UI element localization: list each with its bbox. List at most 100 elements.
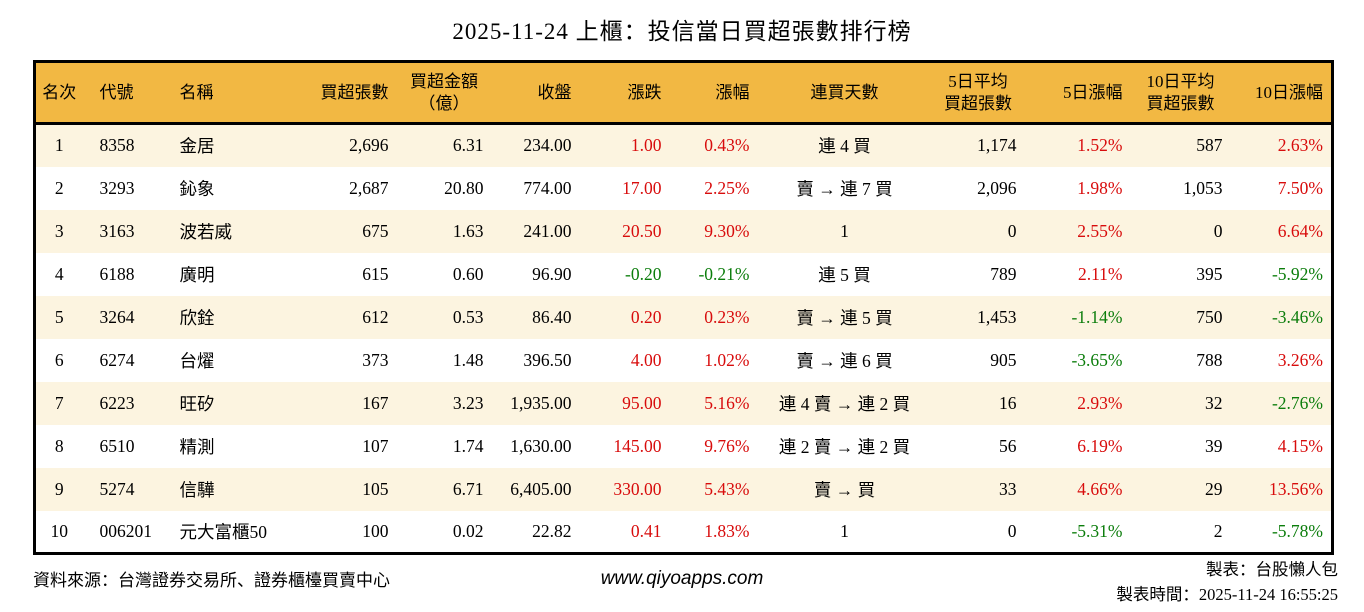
- cell-close: 234.00: [523, 135, 572, 156]
- cell-change-pct: 9.76%: [704, 435, 750, 456]
- cell-avg5: 2,096: [977, 177, 1017, 198]
- cell-pct5: 2.11%: [1077, 263, 1123, 284]
- cell-avg5: 16: [999, 392, 1017, 413]
- cell-streak: 連 2 賣 → 連 2 買: [778, 436, 911, 457]
- cell-avg5: 0: [1007, 220, 1017, 241]
- cell-avg10: 788: [1196, 349, 1223, 370]
- cell-avg10: 750: [1196, 306, 1223, 327]
- cell-amount: 1.63: [452, 220, 484, 241]
- cell-change: 145.00: [613, 435, 662, 456]
- cell-pct10: 13.56%: [1269, 478, 1323, 499]
- cell-code: 6223: [99, 392, 135, 413]
- column-header-net-buy: 買超張數: [302, 61, 397, 125]
- cell-net-buy: 675: [362, 220, 389, 241]
- cell-name: 旺矽: [179, 393, 215, 414]
- cell-pct10: -5.92%: [1271, 263, 1323, 284]
- cell-streak: 連 4 賣 → 連 2 買: [778, 393, 911, 414]
- cell-amount: 6.31: [452, 135, 484, 156]
- cell-change: -0.20: [625, 263, 662, 284]
- cell-pct5: 6.19%: [1077, 435, 1123, 456]
- cell-pct10: 6.64%: [1277, 220, 1323, 241]
- cell-amount: 6.71: [452, 478, 484, 499]
- cell-change: 330.00: [613, 478, 662, 499]
- cell-pct10: -5.78%: [1271, 520, 1323, 541]
- cell-close: 86.40: [532, 306, 572, 327]
- cell-close: 241.00: [523, 220, 572, 241]
- cell-amount: 0.02: [452, 520, 484, 541]
- cell-change-pct: 0.23%: [704, 306, 750, 327]
- cell-rank: 6: [54, 349, 64, 370]
- cell-avg5: 56: [999, 435, 1017, 456]
- cell-change-pct: 1.02%: [704, 349, 750, 370]
- column-header-avg10: 10日平均 買超張數: [1130, 61, 1231, 125]
- cell-close: 22.82: [532, 520, 572, 541]
- cell-change: 4.00: [630, 349, 662, 370]
- cell-rank: 7: [54, 392, 64, 413]
- cell-pct10: 4.15%: [1277, 435, 1323, 456]
- cell-pct10: -3.46%: [1271, 306, 1323, 327]
- cell-change-pct: -0.21%: [698, 263, 750, 284]
- cell-change: 20.50: [622, 220, 662, 241]
- cell-net-buy: 612: [362, 306, 389, 327]
- cell-net-buy: 373: [362, 349, 389, 370]
- page-title: 2025-11-24 上櫃：投信當日買超張數排行榜: [452, 19, 912, 44]
- cell-amount: 1.48: [452, 349, 484, 370]
- cell-change: 0.20: [630, 306, 662, 327]
- table-row: 9 5274 信驊 105 6.71 6,405.00 330.00 5.43% 賣 → 買 33…: [34, 467, 1333, 511]
- cell-change: 0.41: [630, 520, 662, 541]
- cell-net-buy: 2,696: [349, 135, 389, 156]
- cell-pct5: -3.65%: [1071, 349, 1123, 370]
- table-row: 10 006201 元大富櫃50 100 0.02 22.82 0.41 1.83% 1 0 -5.…: [34, 510, 1333, 554]
- cell-avg10: 1,053: [1183, 177, 1223, 198]
- cell-code: 6510: [99, 435, 135, 456]
- cell-pct5: 4.66%: [1077, 478, 1123, 499]
- cell-change-pct: 1.83%: [704, 520, 750, 541]
- cell-rank: 10: [50, 520, 69, 541]
- cell-streak: 賣 → 連 7 買: [796, 178, 893, 199]
- cell-avg10: 2: [1213, 520, 1223, 541]
- footer-data-source: 資料來源：台灣證券交易所、證券櫃檯買賣中心: [33, 571, 390, 590]
- footer-author: 製表：台股懶人包: [1206, 560, 1338, 579]
- cell-name: 波若威: [179, 221, 233, 242]
- cell-code: 6188: [99, 263, 135, 284]
- cell-avg5: 0: [1007, 520, 1017, 541]
- table-header-row: 名次 代號 名稱 買超張數 買超金額 （億） 收盤 漲跌 漲幅 連買天數 5日平…: [34, 61, 1333, 125]
- cell-code: 8358: [99, 135, 135, 156]
- cell-rank: 1: [54, 135, 64, 156]
- table-row: 1 8358 金居 2,696 6.31 234.00 1.00 0.43% 連 4 買 1,17…: [34, 123, 1333, 167]
- cell-streak: 1: [840, 520, 849, 541]
- cell-code: 3163: [99, 220, 135, 241]
- cell-name: 信驊: [179, 479, 215, 500]
- cell-avg5: 905: [990, 349, 1017, 370]
- cell-rank: 8: [54, 435, 64, 456]
- column-header-name: 名稱: [167, 61, 303, 125]
- column-header-close: 收盤: [491, 61, 580, 125]
- cell-rank: 2: [54, 177, 64, 198]
- cell-net-buy: 2,687: [349, 177, 389, 198]
- cell-net-buy: 100: [362, 520, 389, 541]
- cell-pct5: 1.52%: [1077, 135, 1123, 156]
- cell-avg5: 789: [990, 263, 1017, 284]
- column-header-avg5: 5日平均 買超張數: [931, 61, 1025, 125]
- table-row: 3 3163 波若威 675 1.63 241.00 20.50 9.30% 1 0 2.55% 0 6…: [34, 209, 1333, 253]
- cell-name: 廣明: [179, 264, 215, 285]
- cell-close: 1,935.00: [510, 392, 572, 413]
- cell-avg10: 395: [1196, 263, 1223, 284]
- cell-change: 1.00: [630, 135, 662, 156]
- cell-code: 3264: [99, 306, 135, 327]
- cell-amount: 3.23: [452, 392, 484, 413]
- cell-close: 96.90: [532, 263, 572, 284]
- cell-code: 6274: [99, 349, 135, 370]
- cell-rank: 3: [54, 220, 64, 241]
- table-row: 2 3293 鈊象 2,687 20.80 774.00 17.00 2.25% 賣 → 連 7…: [34, 166, 1333, 210]
- column-header-amount: 買超金額 （億）: [396, 61, 492, 125]
- cell-code: 5274: [99, 478, 135, 499]
- cell-name: 台燿: [179, 350, 215, 371]
- table-row: 5 3264 欣銓 612 0.53 86.40 0.20 0.23% 賣 → 連 5 買 1,4…: [34, 295, 1333, 339]
- cell-amount: 0.60: [452, 263, 484, 284]
- cell-streak: 連 5 買: [818, 264, 871, 285]
- cell-avg10: 29: [1205, 478, 1223, 499]
- cell-amount: 20.80: [444, 177, 484, 198]
- footer-website: www.qiyoapps.com: [600, 568, 764, 589]
- cell-pct5: -1.14%: [1071, 306, 1123, 327]
